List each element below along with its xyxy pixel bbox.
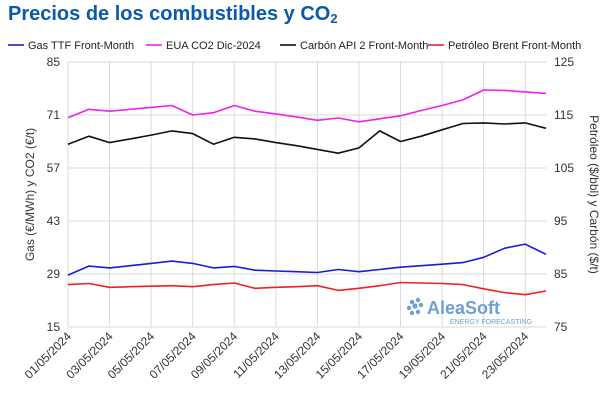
logo-tagline-text: ENERGY FORECASTING (450, 319, 532, 326)
y-left-tick-label: 15 (47, 320, 61, 334)
y-right-tick-label: 105 (554, 161, 574, 175)
logo-dots-icon (406, 297, 424, 316)
legend-label: Petróleo Brent Front-Month (448, 40, 581, 52)
aleasoft-logo: AleaSoft ENERGY FORECASTING (406, 297, 532, 326)
series-line-3 (67, 281, 547, 296)
title-subscript: 2 (330, 11, 338, 26)
y-left-axis-title: Gas (€/MWh) y CO2 (€/t) (23, 128, 37, 261)
y-right-axis-title: Petróleo ($/bbl) y Carbón ($/t) (587, 115, 600, 274)
y-left-tick-label: 57 (47, 161, 61, 175)
legend-label: EUA CO2 Dic-2024 (166, 40, 261, 52)
logo-brand-text: AleaSoft (427, 298, 500, 318)
legend-label: Carbón API 2 Front-Month (300, 40, 428, 52)
series-line-2 (67, 122, 547, 154)
chart-title: Precios de los combustibles y CO2 (8, 3, 338, 26)
y-left-tick-label: 29 (47, 267, 61, 281)
title-main: Precios de los combustibles y CO (8, 3, 331, 25)
series-line-1 (67, 89, 547, 123)
axes: 15294357718575859510511512501/05/202403/… (22, 55, 600, 382)
series-line-0 (67, 243, 547, 276)
y-right-tick-label: 75 (554, 320, 568, 334)
y-left-tick-label: 71 (47, 108, 61, 122)
y-right-tick-label: 125 (554, 55, 574, 69)
series-lines (67, 89, 547, 296)
grid-lines (67, 61, 546, 328)
y-right-tick-label: 95 (554, 214, 568, 228)
legend-label: Gas TTF Front-Month (28, 40, 134, 52)
y-right-tick-label: 85 (554, 267, 568, 281)
y-left-tick-label: 85 (47, 55, 61, 69)
y-left-tick-label: 43 (47, 214, 61, 228)
legend: Gas TTF Front-Month EUA CO2 Dic-2024 Carbó… (8, 40, 581, 52)
y-right-tick-label: 115 (554, 108, 573, 122)
